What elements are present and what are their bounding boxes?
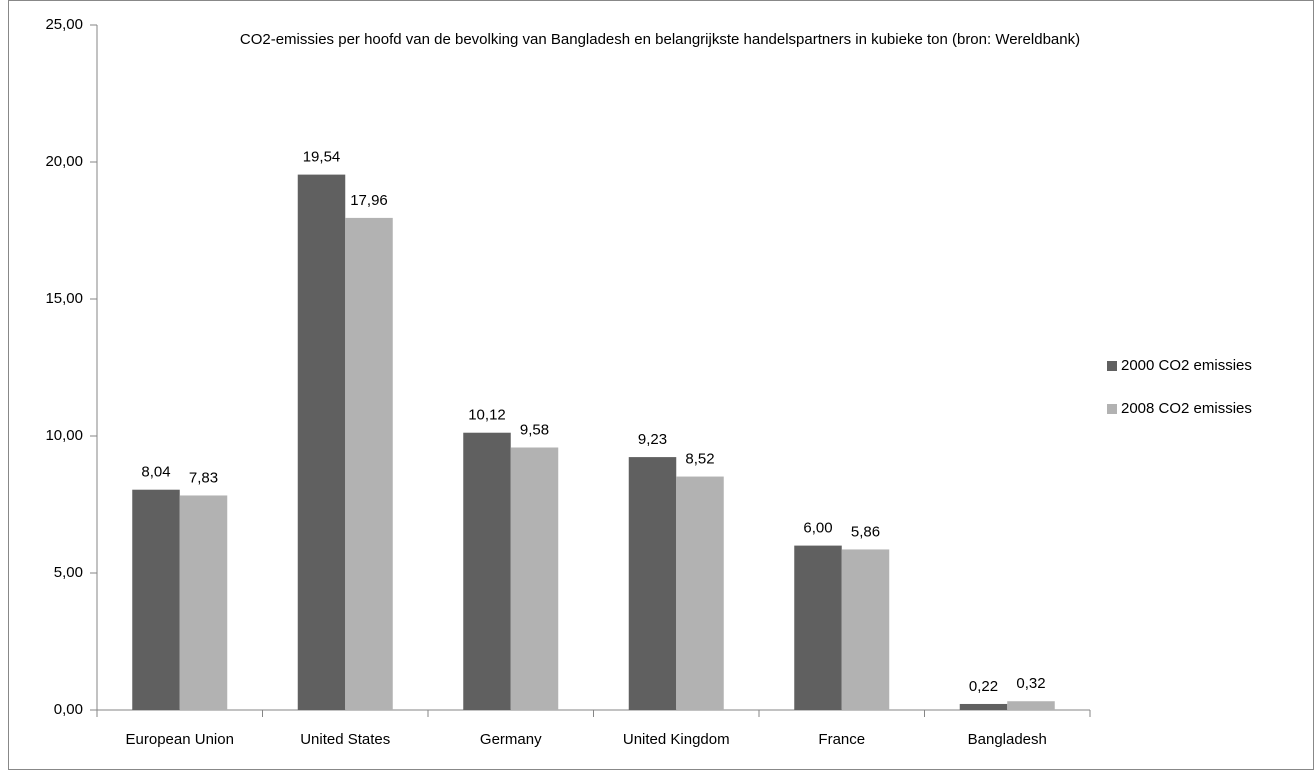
data-label: 19,54 [303, 149, 341, 166]
bar [179, 495, 228, 710]
chart-title: CO2-emissies per hoofd van de bevolking … [239, 31, 1081, 48]
legend-swatch [1107, 404, 1117, 414]
data-label: 0,32 [1016, 675, 1045, 692]
data-label: 6,00 [803, 520, 832, 537]
x-tick-label: European Union [126, 731, 234, 748]
y-tick-label: 15,00 [45, 290, 83, 307]
bar [463, 432, 511, 710]
bar [1007, 701, 1055, 710]
data-label: 9,58 [520, 421, 549, 438]
x-tick-label: United States [300, 731, 390, 748]
y-tick-label: 10,00 [45, 427, 83, 444]
bar [794, 545, 842, 710]
data-label: 17,96 [350, 192, 388, 209]
data-label: 10,12 [468, 407, 506, 424]
data-label: 9,23 [638, 431, 667, 448]
chart-frame [8, 0, 1314, 770]
data-label: 8,04 [141, 464, 170, 481]
bar [959, 703, 1008, 710]
legend-label: 2008 CO2 emissies [1121, 400, 1252, 417]
bar [297, 174, 346, 710]
x-tick-label: United Kingdom [623, 731, 730, 748]
data-label: 5,86 [851, 523, 880, 540]
y-tick-label: 5,00 [54, 564, 83, 581]
bar [841, 549, 890, 710]
x-tick-label: Bangladesh [968, 731, 1047, 748]
data-label: 0,22 [969, 678, 998, 695]
y-tick-label: 20,00 [45, 153, 83, 170]
bar [345, 217, 393, 710]
y-tick-label: 25,00 [45, 16, 83, 33]
legend-swatch [1107, 361, 1117, 371]
data-label: 7,83 [189, 469, 218, 486]
legend-label: 2000 CO2 emissies [1121, 357, 1252, 374]
data-label: 8,52 [685, 451, 714, 468]
bar [676, 476, 724, 710]
bar [628, 457, 677, 710]
y-tick-label: 0,00 [54, 701, 83, 718]
bar [510, 447, 559, 710]
x-tick-label: France [818, 731, 865, 748]
x-tick-label: Germany [480, 731, 542, 748]
bar [132, 489, 180, 710]
